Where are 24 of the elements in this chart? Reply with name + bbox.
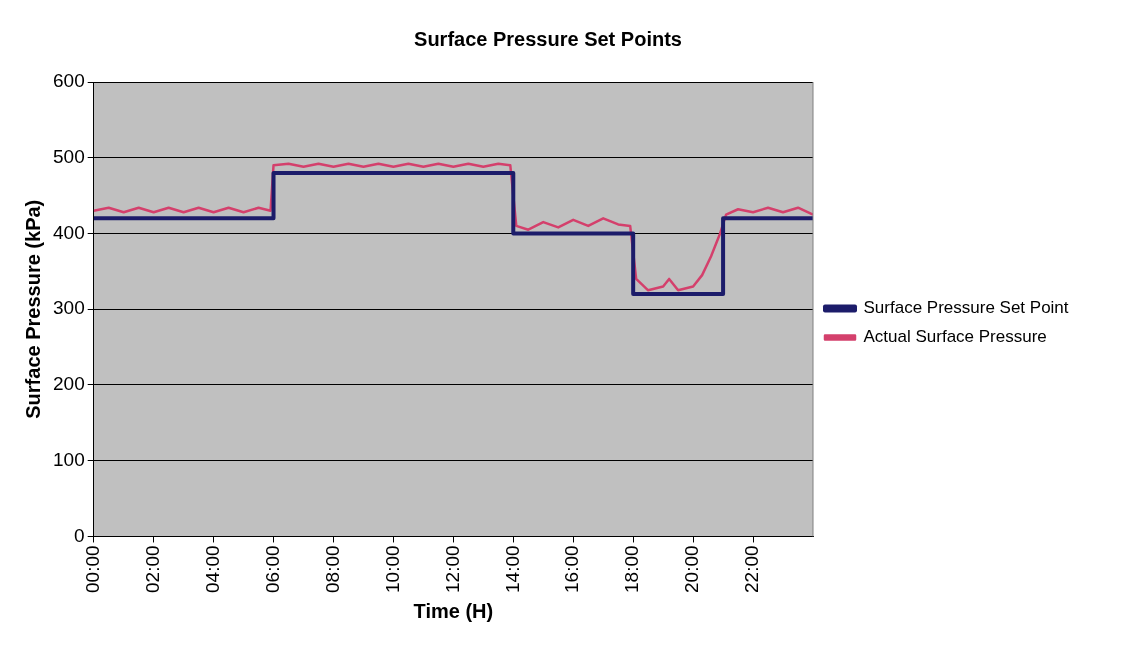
x-tick-label: 16:00: [561, 545, 583, 593]
chart-title: Surface Pressure Set Points: [414, 27, 682, 50]
legend-label: Actual Surface Pressure: [863, 327, 1047, 347]
y-tick-label: 100: [53, 448, 85, 470]
x-tick-label: 22:00: [741, 545, 763, 593]
x-tick-label: 12:00: [441, 545, 463, 593]
x-tick-label: 18:00: [621, 545, 643, 593]
y-axis-title: Surface Pressure (kPa): [21, 199, 44, 419]
x-tick-label: 14:00: [501, 545, 523, 593]
legend-label: Surface Pressure Set Point: [863, 298, 1069, 318]
y-tick-label: 200: [53, 373, 85, 395]
y-tick-label: 0: [74, 524, 85, 546]
x-axis-title: Time (H): [413, 599, 494, 622]
x-tick-label: 02:00: [141, 545, 163, 593]
y-tick-label: 500: [53, 145, 85, 167]
x-tick-label: 06:00: [261, 545, 283, 593]
x-tick-label: 04:00: [201, 545, 223, 593]
x-tick-label: 20:00: [681, 545, 703, 593]
x-tick-label: 08:00: [321, 545, 343, 593]
x-tick-label: 10:00: [381, 545, 403, 593]
y-tick-label: 600: [53, 70, 85, 92]
y-tick-label: 400: [53, 221, 85, 243]
y-tick-label: 300: [53, 297, 85, 319]
x-tick-label: 00:00: [81, 545, 103, 593]
